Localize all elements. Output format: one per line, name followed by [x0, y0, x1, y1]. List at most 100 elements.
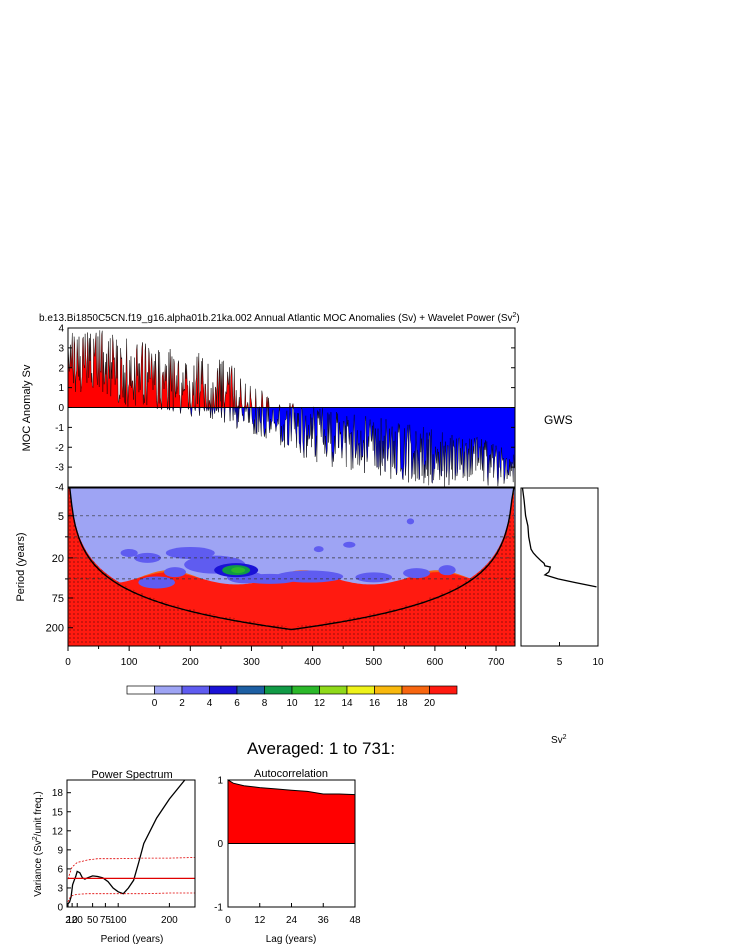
averaged-label: Averaged: 1 to 731:	[247, 739, 395, 758]
cone-of-influence-line	[68, 488, 515, 631]
colorbar-label: 10	[286, 698, 298, 709]
colorbar-label: 8	[262, 698, 268, 709]
wavelet-y-tick-label: 75	[52, 593, 64, 605]
wavelet-x-tick-label: 500	[365, 657, 382, 668]
moc-y-tick-label: 4	[58, 324, 64, 335]
power-spectrum-frame	[66, 779, 196, 908]
power-spectrum-x-tick-label: 75	[100, 915, 112, 926]
wavelet-x-tick-label: 300	[243, 657, 260, 668]
wavelet-y-tick-label: 20	[52, 553, 64, 565]
moc-y-tick-label: 2	[58, 363, 64, 374]
autocorrelation-panel: Autocorrelation 10-10 12 24 36 48 Lag (years…	[214, 768, 361, 945]
power-spectrum-y-tick-label: 18	[52, 788, 64, 799]
moc-y-tick-label: 1	[58, 383, 64, 394]
colorbar-label: 6	[234, 698, 240, 709]
autocorrelation-area	[227, 779, 356, 844]
colorbar-label: 16	[369, 698, 381, 709]
autocorrelation-x-tick-label: 0	[225, 915, 231, 926]
autocorrelation-x-label: Lag (years)	[266, 934, 317, 945]
wavelet-local-max-inner	[231, 567, 246, 574]
wavelet-power-patch	[343, 541, 356, 548]
power-spectrum-x-tick-label: 200	[161, 915, 178, 926]
colorbar-label: 18	[396, 698, 408, 709]
moc-y-tick-label: -3	[55, 463, 64, 474]
colorbar-swatch	[319, 685, 348, 695]
autocorrelation-x-tick-label: 36	[318, 915, 330, 926]
autocorrelation-title: Autocorrelation	[254, 768, 328, 780]
wavelet-power-patch	[164, 567, 187, 578]
wavelet-x-tick-label: 700	[488, 657, 505, 668]
colorbar-swatch	[236, 685, 265, 695]
wavelet-plot-frame	[67, 487, 516, 647]
moc-y-ticks: 4 3 2 1 0 -1 -2 -3 -4	[55, 324, 515, 494]
power-spectrum-lines	[67, 780, 195, 905]
power-spectrum-line	[67, 780, 186, 905]
wavelet-significance-stipple	[68, 488, 515, 646]
colorbar-swatch	[181, 685, 210, 695]
power-spectrum-y-label: Variance (Sv2/unit freq.)	[32, 791, 44, 896]
wavelet-x-tick-label: 600	[427, 657, 444, 668]
colorbar-label: 0	[152, 698, 158, 709]
power-spectrum-x-label: Period (years)	[101, 934, 164, 945]
autocorrelation-x-tick-label: 48	[349, 915, 361, 926]
wavelet-power-patch	[406, 518, 415, 525]
power-spectrum-x-tick-label: 50	[87, 915, 99, 926]
moc-y-tick-label: 0	[58, 403, 64, 414]
autocorrelation-y-tick-label: -1	[214, 903, 223, 914]
gws-x-tick-label: 10	[592, 657, 604, 668]
wavelet-panel: 5 20 75 200 0 100 200 300 400 500 600 700 Period (y…	[15, 487, 516, 668]
gws-plot-frame	[520, 487, 599, 647]
upper-confidence-line	[67, 857, 195, 880]
colorbar-swatch	[291, 685, 320, 695]
gws-x-axis-label: Sv2	[551, 734, 567, 746]
wavelet-power-patch	[313, 546, 324, 553]
power-spectrum-x-tick-label: 10	[67, 915, 79, 926]
moc-y-tick-label: -2	[55, 443, 64, 454]
positive-anomaly-area	[68, 330, 515, 408]
lower-confidence-line	[67, 892, 195, 903]
wavelet-power-contours	[68, 488, 515, 646]
power-spectrum-y-tick-label: 12	[52, 826, 64, 837]
colorbar-swatch	[209, 685, 238, 695]
colorbar-label: 2	[179, 698, 185, 709]
wavelet-y-tick-label: 5	[58, 511, 64, 523]
power-spectrum-y-tick-label: 6	[57, 864, 63, 875]
colorbar-swatch	[126, 685, 155, 695]
colorbar-swatch	[429, 685, 458, 695]
power-spectrum-x-tick-label: 20	[72, 915, 84, 926]
wavelet-axis-ticks: 5 20 75 200 0 100 200 300 400 500 600 700	[46, 511, 505, 668]
colorbar-label: 20	[424, 698, 436, 709]
wavelet-power-patch	[403, 568, 431, 579]
colorbar-label: 12	[314, 698, 326, 709]
colorbar-swatch	[346, 685, 375, 695]
wavelet-power-patch	[438, 565, 456, 576]
wavelet-power-patch	[120, 548, 138, 557]
moc-anomaly-bars	[68, 330, 515, 487]
wavelet-power-patch	[355, 572, 393, 583]
colorbar-swatch	[401, 685, 430, 695]
wavelet-x-tick-label: 200	[182, 657, 199, 668]
wavelet-y-tick-label: 200	[46, 623, 64, 635]
colorbar-swatch	[154, 685, 183, 695]
colorbar-swatch	[264, 685, 293, 695]
power-spectrum-y-tick-label: 0	[57, 903, 63, 914]
autocorrelation-y-tick-label: 1	[217, 776, 223, 787]
figure-title: b.e13.Bi1850C5CN.f19_g16.alpha01b.21ka.0…	[39, 312, 520, 324]
autocorrelation-x-tick-label: 24	[286, 915, 298, 926]
wavelet-colorbar: 0 2 4 6 8 10 12 14 16 18 20	[126, 685, 458, 709]
power-spectrum-x-tick-label: 2	[65, 915, 71, 926]
autocorrelation-x-tick-label: 12	[254, 915, 266, 926]
wavelet-power-patch	[165, 546, 215, 559]
power-spectrum-x-tick-label: 100	[110, 915, 127, 926]
colorbar-swatch	[374, 685, 403, 695]
wavelet-x-tick-label: 0	[65, 657, 71, 668]
wavelet-x-tick-label: 100	[121, 657, 138, 668]
moc-y-tick-label: -4	[55, 483, 64, 494]
moc-y-tick-label: 3	[58, 343, 64, 354]
gws-x-ticks: 5 10	[557, 642, 604, 668]
wavelet-x-tick-label: 400	[304, 657, 321, 668]
wavelet-power-patch	[138, 576, 176, 589]
autocorrelation-y-tick-label: 0	[217, 839, 223, 850]
